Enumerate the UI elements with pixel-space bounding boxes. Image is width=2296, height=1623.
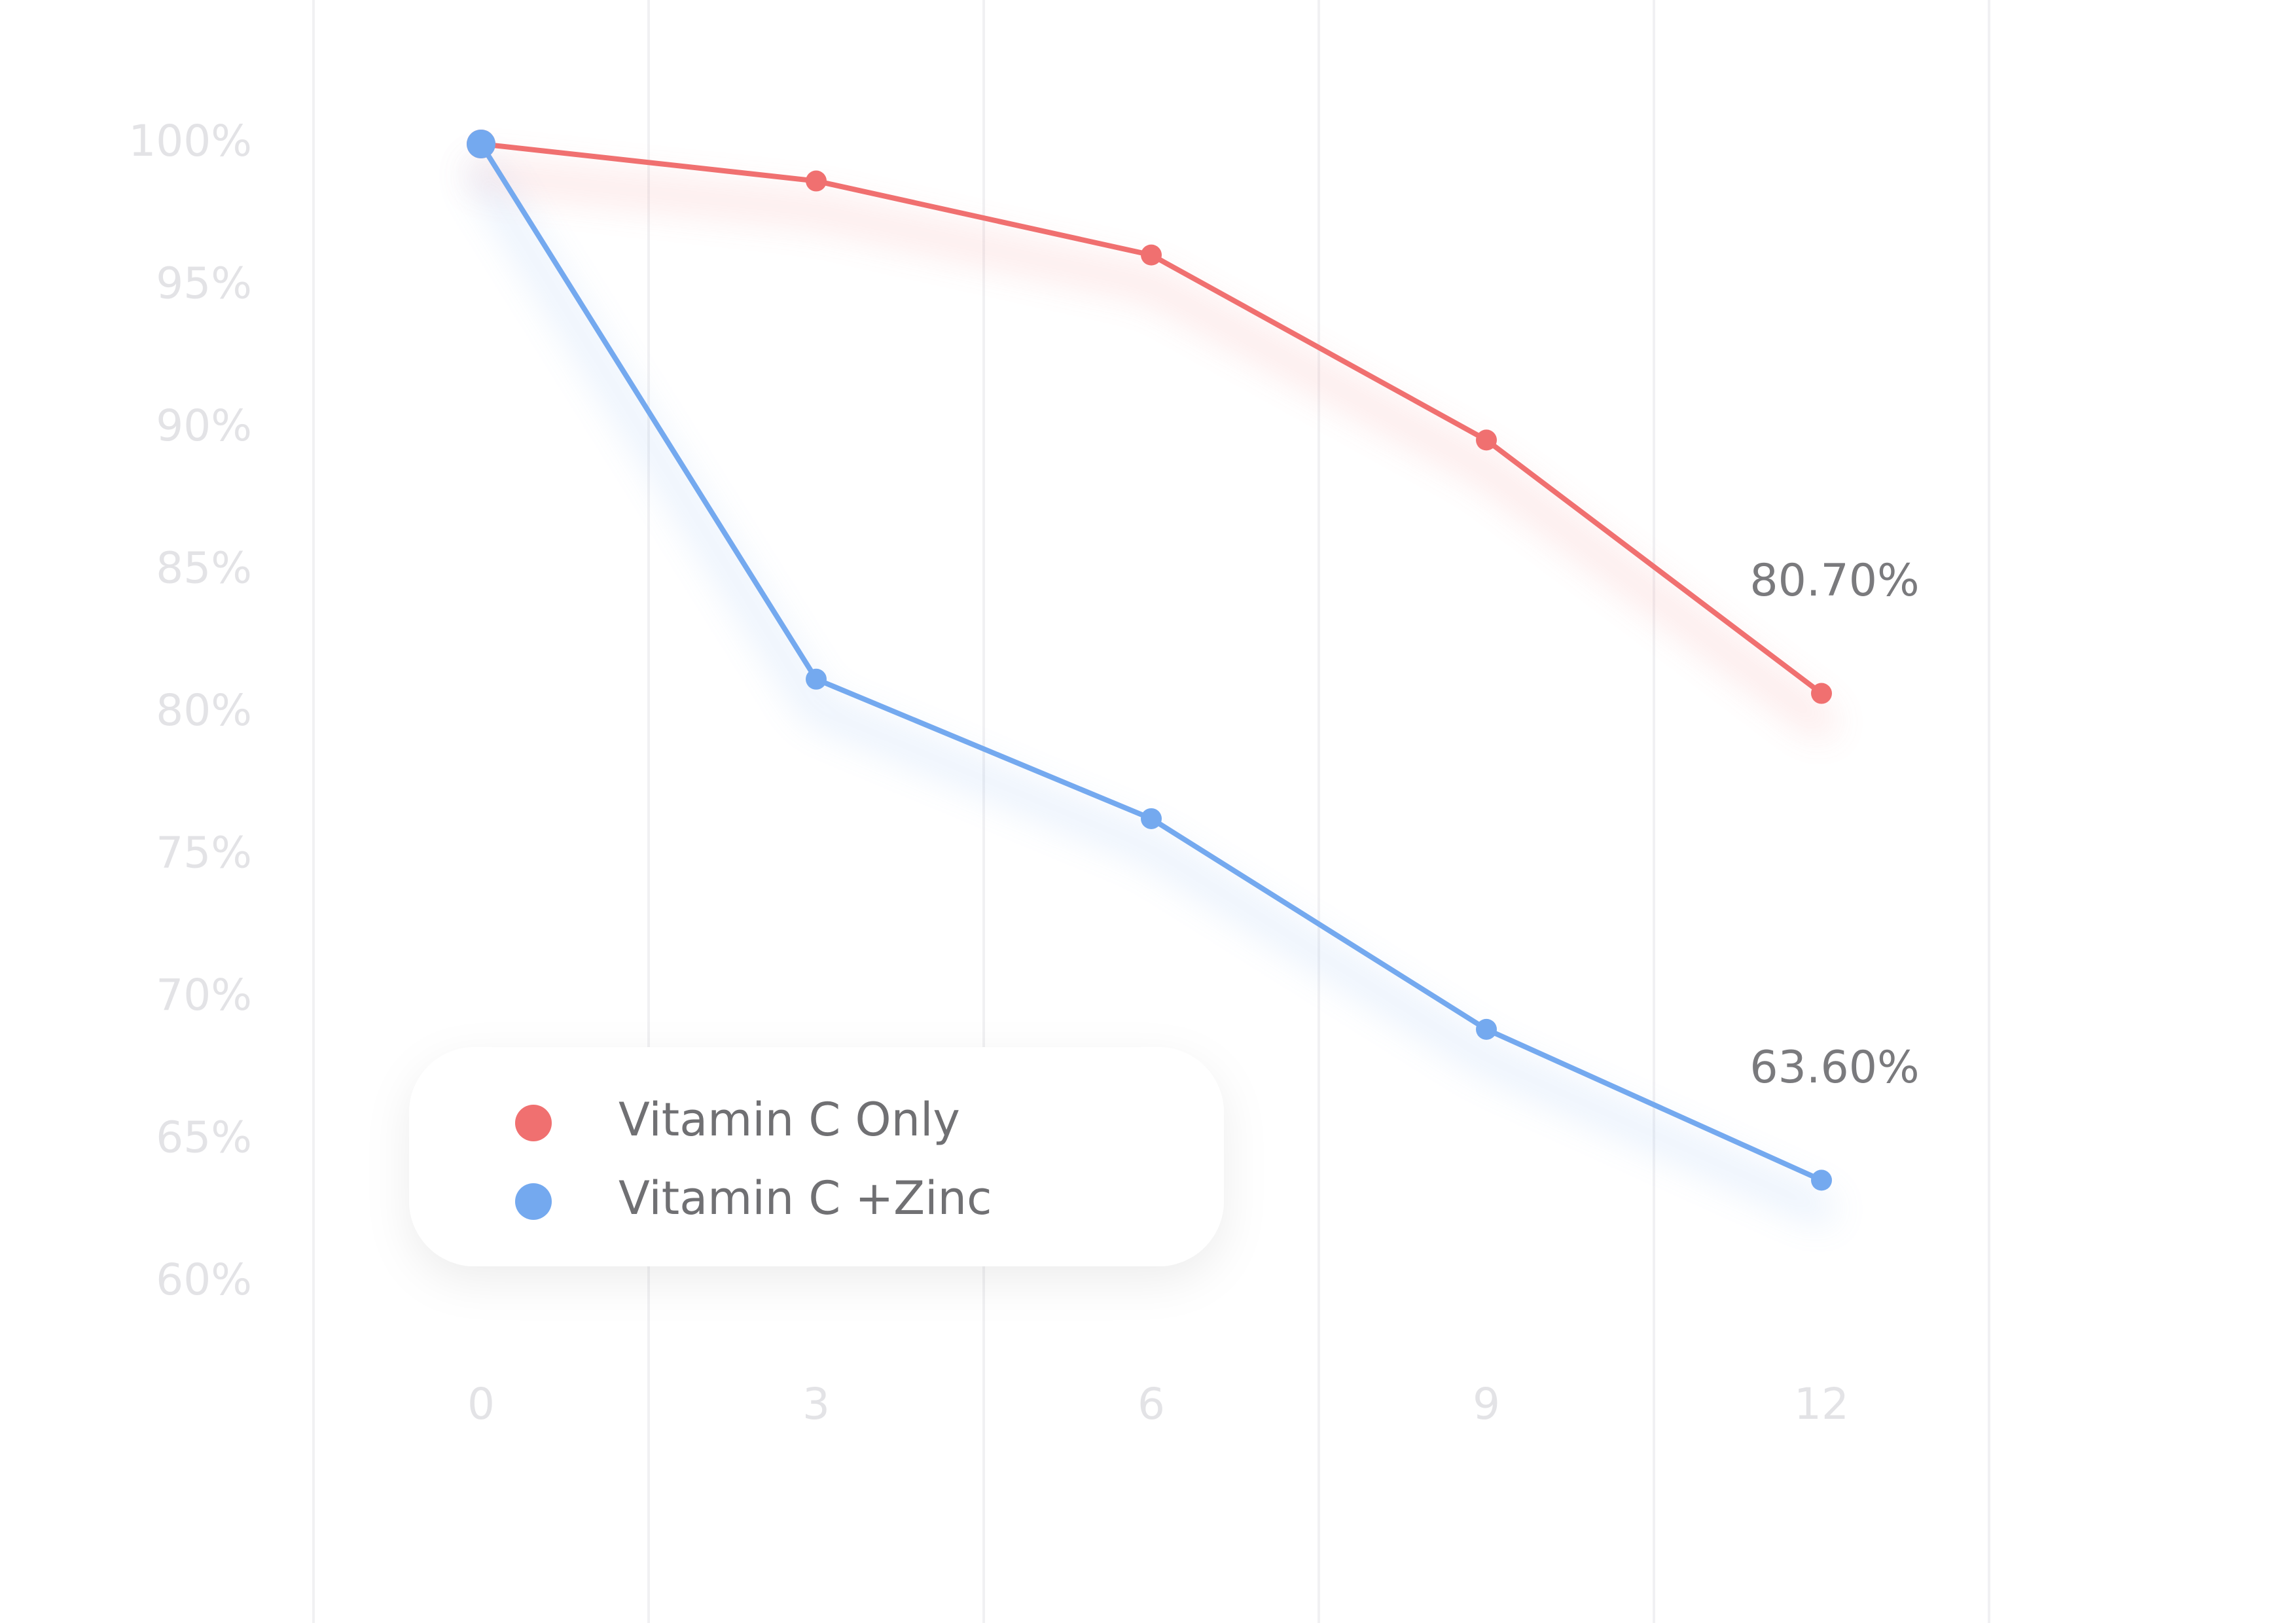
vertical-gridlines: [312, 0, 1990, 1623]
series-points: [467, 130, 1832, 1191]
y-tick-label: 70%: [156, 970, 252, 1020]
x-tick-label: 3: [802, 1379, 830, 1429]
data-point-vitamin-c-only: [1811, 683, 1832, 704]
data-point-vitamin-c-zinc: [806, 668, 827, 690]
data-point-vitamin-c-only: [1476, 429, 1497, 451]
y-tick-label: 100%: [128, 116, 252, 166]
data-point-vitamin-c-only: [806, 170, 827, 192]
y-tick-label: 95%: [156, 259, 252, 309]
x-tick-label: 12: [1794, 1379, 1849, 1429]
y-tick-label: 75%: [156, 828, 252, 878]
y-tick-label: 60%: [156, 1255, 252, 1305]
legend: Vitamin C Only Vitamin C +Zinc: [409, 1047, 1224, 1266]
data-point-vitamin-c-zinc: [1476, 1018, 1497, 1040]
legend-label-vitamin-c-zinc: Vitamin C +Zinc: [619, 1171, 992, 1225]
series-glow-vitamin-c-zinc: [468, 160, 1835, 1223]
y-tick-label: 90%: [156, 401, 252, 451]
data-point-vitamin-c-zinc: [1141, 808, 1162, 829]
series-line-vitamin-c-only: [478, 141, 1824, 696]
series-lines: [478, 141, 1824, 1183]
data-point-vitamin-c-zinc: [1811, 1169, 1832, 1191]
x-tick-label: 6: [1138, 1379, 1165, 1429]
legend-label-vitamin-c-only: Vitamin C Only: [619, 1093, 960, 1147]
x-tick-label: 9: [1473, 1379, 1500, 1429]
y-tick-label: 80%: [156, 685, 252, 736]
x-tick-label: 0: [467, 1379, 495, 1429]
legend-marker-vitamin-c-zinc: [515, 1183, 552, 1220]
y-tick-label: 85%: [156, 543, 252, 594]
y-axis-tick-labels: 100% 95% 90% 85% 80% 75% 70% 65% 60%: [128, 116, 252, 1305]
end-value-label-vitamin-c-only: 80.70%: [1749, 555, 1919, 607]
series-end-labels: 80.70% 63.60%: [1749, 555, 1919, 1094]
y-tick-label: 65%: [156, 1113, 252, 1163]
end-value-label-vitamin-c-zinc: 63.60%: [1749, 1042, 1919, 1094]
legend-marker-vitamin-c-only: [515, 1105, 552, 1141]
x-axis-tick-labels: 0 3 6 9 12: [467, 1379, 1849, 1429]
data-point-vitamin-c-only: [1141, 244, 1162, 266]
data-point-vitamin-c-zinc: [467, 130, 495, 158]
series-glow-vitamin-c-only: [468, 160, 1835, 736]
series-line-vitamin-c-zinc: [478, 141, 1824, 1183]
legend-box: [409, 1047, 1224, 1266]
series-glow-shadows: [468, 160, 1835, 1223]
